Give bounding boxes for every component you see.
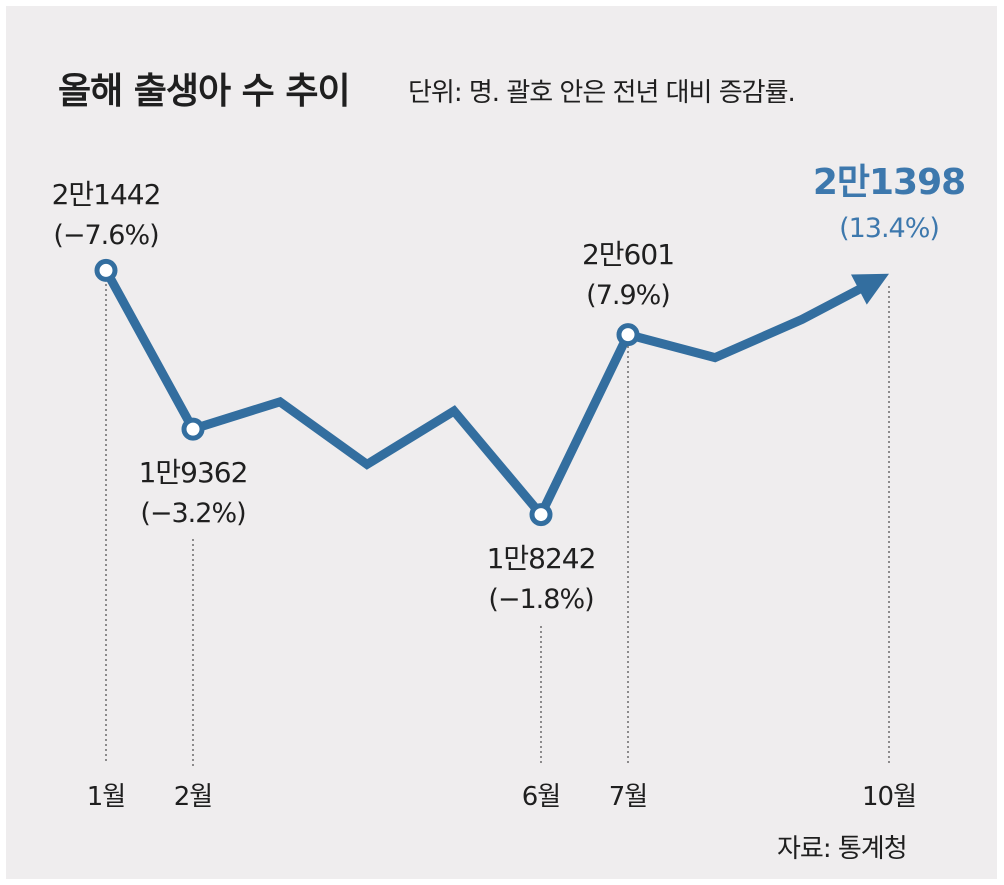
trend-arrowhead <box>850 273 889 305</box>
series-line <box>102 268 870 523</box>
line-chart: 2만1442 (−7.6%) 1월 1만9362 (−3.2%) 2월 1만8242 (−1.… <box>52 162 967 812</box>
point-marker-2 <box>181 417 205 441</box>
x-tick-label-2: 2월 <box>174 782 212 812</box>
point-marker-1 <box>94 258 118 282</box>
x-tick-label-10: 10월 <box>862 782 916 812</box>
value-label-2: 1만9362 <box>139 456 248 489</box>
x-tick-label-1: 1월 <box>87 782 125 812</box>
value-label-1: 2만1442 <box>52 178 161 211</box>
value-label-7: 2만601 <box>582 238 674 271</box>
chart-title: 올해 출생아 수 추이 <box>58 71 351 112</box>
point-marker-6 <box>529 503 553 527</box>
chart-panel: 올해 출생아 수 추이 단위: 명. 괄호 안은 전년 대비 증감률. 2만14… <box>6 6 997 879</box>
unit-note: 단위: 명. 괄호 안은 전년 대비 증감률. <box>408 78 796 108</box>
value-label-10: 2만1398 <box>813 162 965 203</box>
change-label-1: (−7.6%) <box>53 220 158 251</box>
change-label-6: (−1.8%) <box>488 584 593 615</box>
change-label-7: (7.9%) <box>586 280 670 311</box>
change-label-2: (−3.2%) <box>140 498 245 529</box>
change-label-10: (13.4%) <box>839 213 939 244</box>
value-label-6: 1만8242 <box>487 542 596 575</box>
source-note: 자료: 통계청 <box>777 834 908 864</box>
x-tick-label-7: 7월 <box>609 782 647 812</box>
point-marker-7 <box>616 323 640 347</box>
x-tick-label-6: 6월 <box>522 782 560 812</box>
